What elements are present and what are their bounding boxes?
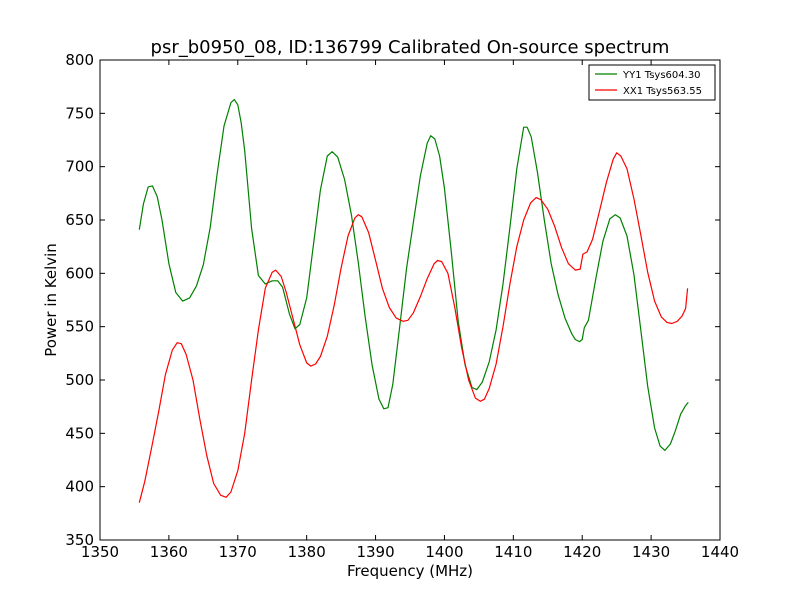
legend: YY1 Tsys604.30 XX1 Tsys563.55 xyxy=(588,64,716,101)
y-tick-label: 400 xyxy=(65,478,94,496)
x-tick-label: 1420 xyxy=(563,543,601,561)
plot-border xyxy=(99,59,721,541)
series-layer xyxy=(138,98,689,503)
legend-label-yy1: YY1 Tsys604.30 xyxy=(622,70,701,81)
y-tick-label: 700 xyxy=(65,158,94,176)
y-axis-title: Power in Kelvin xyxy=(42,243,60,357)
x-tick-label: 1390 xyxy=(356,543,394,561)
x-tick-label: 1440 xyxy=(701,543,739,561)
y-tick-label: 500 xyxy=(65,371,94,389)
x-tick-label: 1400 xyxy=(425,543,463,561)
y-tick-label: 800 xyxy=(65,51,94,69)
x-tick-label: 1370 xyxy=(219,543,257,561)
y-tick-label: 550 xyxy=(65,318,94,336)
legend-box xyxy=(588,64,716,101)
x-tick-label: 1410 xyxy=(494,543,532,561)
ticks-layer: 1350 1360 1370 1380 1390 1400 1410 1420 1430 1440… xyxy=(65,51,739,561)
y-tick-label: 600 xyxy=(65,264,94,282)
x-tick-label: 1430 xyxy=(632,543,670,561)
chart-title: psr_b0950_08, ID:136799 Calibrated On-so… xyxy=(151,37,670,58)
y-tick-label: 650 xyxy=(65,211,94,229)
y-tick-label: 450 xyxy=(65,424,94,442)
y-tick-label: 750 xyxy=(65,104,94,122)
series-line-yy1 xyxy=(138,98,689,451)
x-tick-label: 1380 xyxy=(288,543,326,561)
series-line-xx1 xyxy=(138,152,689,503)
y-tick-label: 350 xyxy=(65,531,94,549)
x-tick-label: 1350 xyxy=(81,543,119,561)
x-tick-label: 1360 xyxy=(150,543,188,561)
x-axis-title: Frequency (MHz) xyxy=(347,562,473,580)
legend-label-xx1: XX1 Tsys563.55 xyxy=(623,86,702,97)
plot-area xyxy=(100,60,720,540)
